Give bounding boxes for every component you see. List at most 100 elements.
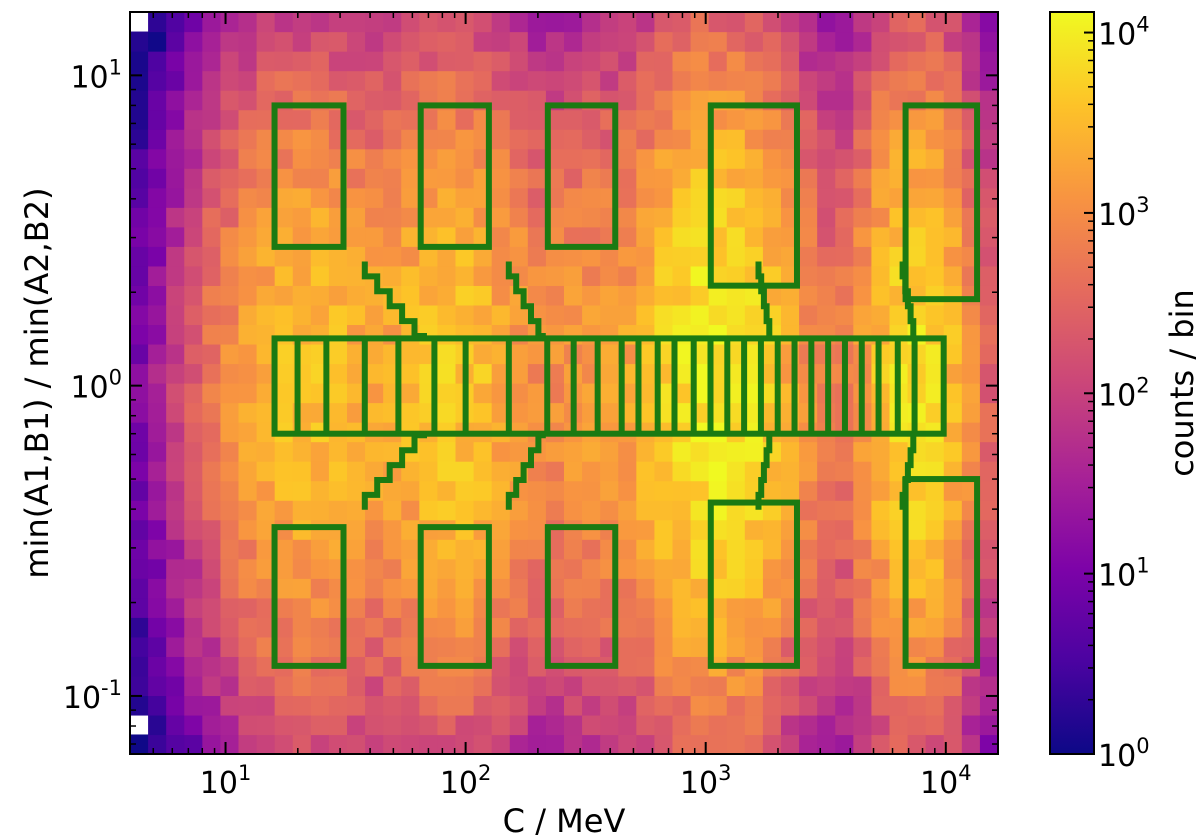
heatmap-cell: [274, 402, 294, 423]
heatmap-cell: [148, 324, 167, 345]
heatmap-cell: [907, 109, 927, 130]
heatmap-cell: [455, 109, 475, 130]
heatmap-cell: [130, 539, 149, 560]
heatmap-cell: [184, 226, 203, 247]
heatmap-cell: [238, 226, 258, 247]
heatmap-cell: [238, 461, 258, 482]
heatmap-cell: [220, 402, 240, 423]
heatmap-cell: [310, 285, 330, 306]
heatmap-cell: [835, 441, 854, 462]
heatmap-cell: [907, 578, 927, 599]
heatmap-cell: [256, 90, 276, 111]
heatmap-cell: [220, 187, 240, 208]
heatmap-cell: [148, 402, 167, 423]
heatmap-cell: [328, 343, 348, 365]
heatmap-cell: [925, 695, 945, 716]
heatmap-cell: [292, 168, 312, 189]
heatmap-cell: [564, 734, 583, 755]
heatmap-cell: [184, 70, 203, 91]
heatmap-cell: [600, 714, 619, 736]
heatmap-cell: [238, 558, 258, 579]
heatmap-cell: [943, 207, 963, 228]
heatmap-cell: [202, 187, 222, 208]
heatmap-cell: [726, 402, 746, 423]
heatmap-cell: [310, 617, 330, 638]
heatmap-cell: [238, 90, 258, 111]
heatmap-cell: [871, 617, 891, 638]
heatmap-cell: [365, 12, 384, 33]
heatmap-cell: [148, 51, 167, 72]
heatmap-cell: [762, 129, 782, 150]
heatmap-cell: [762, 578, 782, 599]
heatmap-cell: [545, 500, 565, 521]
heatmap-cell: [238, 617, 258, 638]
heatmap-cell: [654, 109, 674, 130]
heatmap-cell: [130, 656, 149, 677]
heatmap-cell: [256, 129, 276, 150]
heatmap-cell: [600, 246, 619, 267]
heatmap-cell: [835, 461, 854, 482]
staircase-boundary: [505, 261, 546, 339]
heatmap-cell: [636, 578, 656, 599]
heatmap-cell: [347, 539, 366, 560]
heatmap-cell: [437, 578, 457, 599]
heatmap-cell: [509, 109, 529, 130]
heatmap-cell: [925, 558, 945, 579]
heatmap-cell: [943, 343, 963, 365]
heatmap-cell: [401, 675, 420, 697]
heatmap-cell: [401, 343, 420, 365]
heatmap-cell: [256, 500, 276, 521]
heatmap-cell: [473, 246, 493, 267]
heatmap-cell: [401, 109, 420, 130]
heatmap-cell: [130, 109, 149, 130]
heatmap-cell: [817, 636, 836, 657]
heatmap-cell: [347, 578, 366, 599]
heatmap-cell: [925, 383, 945, 404]
heatmap-cell: [762, 539, 782, 560]
heatmap-cell: [274, 597, 294, 618]
heatmap-cell: [509, 402, 529, 423]
heatmap-cell: [799, 31, 818, 52]
heatmap-cell: [437, 714, 457, 736]
heatmap-cell: [582, 617, 601, 638]
heatmap-cell: [527, 285, 547, 306]
heatmap-cell: [545, 675, 565, 697]
heatmap-cell: [744, 304, 764, 326]
heatmap-cell: [744, 12, 764, 33]
heatmap-cell: [184, 265, 203, 286]
heatmap-cell: [726, 363, 746, 384]
heatmap-cell: [781, 51, 800, 72]
heatmap-cell: [256, 402, 276, 423]
heatmap-cell: [148, 90, 167, 111]
heatmap-cell: [636, 597, 656, 618]
heatmap-cell: [762, 558, 782, 579]
heatmap-cell: [871, 714, 891, 736]
heatmap-cell: [383, 656, 402, 677]
heatmap-cell: [672, 695, 692, 716]
heatmap-cell: [582, 168, 601, 189]
heatmap-cell: [401, 597, 420, 618]
heatmap-cell: [509, 656, 529, 677]
heatmap-cell: [274, 109, 294, 130]
heatmap-cell: [726, 187, 746, 208]
heatmap-cell: [310, 597, 330, 618]
heatmap-cell: [762, 636, 782, 657]
heatmap-cell: [256, 656, 276, 677]
heatmap-cell: [256, 441, 276, 462]
heatmap-cell: [130, 70, 149, 91]
heatmap-cell: [202, 168, 222, 189]
heatmap-cell: [347, 363, 366, 384]
heatmap-cell: [292, 500, 312, 521]
heatmap-cell: [256, 343, 276, 365]
heatmap-cell: [527, 402, 547, 423]
heatmap-cell: [491, 31, 511, 52]
y-axis-label: min(A1,B1) / min(A2,B2): [18, 187, 56, 578]
heatmap-cell: [799, 168, 818, 189]
heatmap-cell: [979, 617, 999, 638]
heatmap-cell: [817, 12, 836, 33]
heatmap-cell: [509, 129, 529, 150]
heatmap-cell: [527, 70, 547, 91]
heatmap-cell: [419, 714, 439, 736]
heatmap-cell: [582, 500, 601, 521]
heatmap-cell: [365, 597, 384, 618]
